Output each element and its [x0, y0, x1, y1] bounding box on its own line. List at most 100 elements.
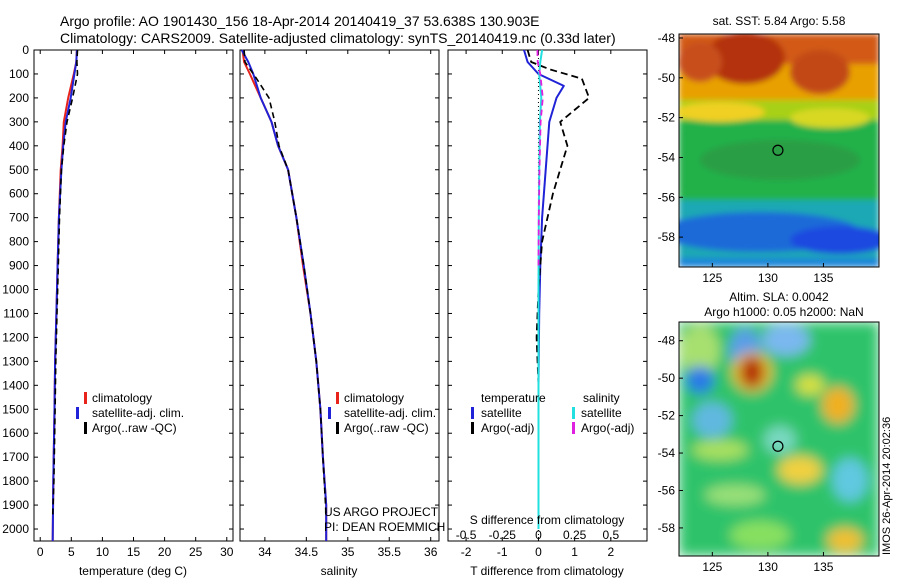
legend-swatch-s-argo	[572, 422, 575, 434]
lat-tick-label: -54	[658, 446, 676, 460]
depth-tick-label: 1000	[2, 283, 29, 297]
temperature-legend: climatology satellite-adj. clim. Argo(..…	[76, 391, 184, 435]
x-tick-label: 35.5	[378, 545, 402, 559]
argo-location-marker	[772, 440, 784, 452]
lat-tick-label: -52	[658, 409, 676, 423]
legend-swatch-t-argo	[471, 422, 474, 434]
series-line-argo-raw-qc-	[51, 49, 79, 518]
s-diff-tick-label: -0.5	[456, 528, 477, 542]
project-credit: US ARGO PROJECT	[324, 505, 439, 519]
x-tick-label: 2	[607, 545, 614, 559]
series-line-temperature-satellite	[523, 49, 565, 529]
x-tick-label: 1	[571, 545, 578, 559]
legend-title-salinity: salinity	[583, 391, 620, 405]
depth-tick-label: 100	[9, 67, 29, 81]
legend-swatch-climatology	[84, 392, 87, 404]
depth-tick-label: 1900	[2, 498, 29, 512]
lon-tick-label: 125	[702, 271, 722, 285]
header-line-1: Argo profile: AO 1901430_156 18-Apr-2014…	[60, 13, 540, 29]
lon-tick-label: 125	[702, 560, 722, 574]
sst-heatmap	[679, 34, 879, 267]
lat-tick-label: -50	[658, 371, 676, 385]
x-tick-label: 30	[220, 545, 234, 559]
legend-swatch-climatology	[336, 392, 339, 404]
x-tick-label: 20	[158, 545, 172, 559]
lat-tick-label: -48	[658, 334, 676, 348]
x-tick-label: -2	[461, 545, 472, 559]
depth-tick-label: 1300	[2, 354, 29, 368]
legend-label-argo: Argo(..raw -QC)	[344, 421, 429, 435]
sla-heatmap	[679, 322, 879, 556]
legend-swatch-t-satellite	[471, 407, 474, 419]
series-line-salinity-argo-adj-	[536, 49, 544, 266]
argo-location-marker	[772, 144, 784, 156]
legend-label-s-argo: Argo(-adj)	[581, 421, 634, 435]
lat-tick-label: -52	[658, 111, 676, 125]
depth-axis: 0 100 200 300 400 500 600 700 800 900 1000 1100 1200…	[2, 43, 38, 536]
x-tick-label: 25	[189, 545, 203, 559]
depth-tick-label: 200	[9, 91, 29, 105]
lat-tick-label: -48	[658, 31, 676, 45]
x-tick-label: 10	[96, 545, 110, 559]
x-tick-label: 15	[127, 545, 141, 559]
imos-timestamp: IMOS 26-Apr-2014 20:02:36	[881, 417, 893, 555]
series-line-temperature-argo-adj-	[526, 49, 590, 386]
x-tick-label: 34.5	[295, 545, 319, 559]
depth-tick-label: 1100	[3, 306, 29, 320]
sla-map-axes: 125 130 135 -48 -50 -52 -54 -56 -58	[658, 334, 834, 574]
legend-label-climatology: climatology	[344, 391, 404, 405]
legend-swatch-argo	[336, 422, 339, 434]
depth-tick-label: 800	[9, 235, 29, 249]
depth-tick-label: 1700	[2, 450, 29, 464]
legend-swatch-s-satellite	[572, 407, 575, 419]
series-line-satellite-adj-clim-	[240, 49, 328, 541]
temperature-panel: 0 5 10 15 20 25 30	[37, 49, 234, 559]
depth-tick-label: 1600	[2, 426, 29, 440]
sla-map-title: Altim. SLA: 0.0042	[729, 290, 829, 304]
series-line-satellite-adj-clim-	[51, 49, 78, 542]
depth-tick-label: 1400	[2, 378, 29, 392]
legend-label-satellite: satellite-adj. clim.	[344, 406, 436, 420]
legend-label-satellite: satellite-adj. clim.	[92, 406, 184, 420]
legend-swatch-satellite	[328, 407, 331, 419]
lat-tick-label: -56	[658, 483, 676, 497]
legend-swatch-satellite	[76, 407, 79, 419]
difference-legend: temperature salinity satellite Argo(-adj…	[471, 391, 634, 435]
depth-tick-label: 500	[9, 163, 29, 177]
salinity-axis-label: salinity	[321, 564, 358, 578]
depth-tick-label: 2000	[2, 522, 29, 536]
salinity-panel: 34 34.5 35 35.5 36	[240, 49, 439, 559]
x-tick-label: -1	[497, 545, 508, 559]
x-tick-label: 0	[37, 545, 44, 559]
lat-tick-label: -58	[658, 521, 676, 535]
sst-map-title: sat. SST: 5.84 Argo: 5.58	[713, 14, 846, 28]
series-line-climatology	[241, 49, 328, 541]
header-line-2: Climatology: CARS2009. Satellite-adjuste…	[60, 30, 616, 46]
sla-map-frame	[678, 321, 880, 557]
s-diff-tick-label: 0.25	[563, 528, 587, 542]
sla-map-subtitle: Argo h1000: 0.05 h2000: NaN	[704, 305, 863, 319]
legend-label-climatology: climatology	[92, 391, 152, 405]
legend-title-temperature: temperature	[481, 391, 546, 405]
legend-label-t-argo: Argo(-adj)	[481, 421, 534, 435]
s-diff-tick-label: 0.5	[602, 528, 619, 542]
s-diff-tick-label: -0.25	[489, 528, 517, 542]
x-tick-label: 34	[258, 545, 272, 559]
salinity-panel-frame	[239, 49, 440, 542]
lon-tick-label: 135	[813, 560, 833, 574]
lat-tick-label: -54	[658, 150, 676, 164]
s-difference-axis-label: S difference from climatology	[470, 513, 625, 527]
lat-tick-label: -50	[658, 71, 676, 85]
legend-label-argo: Argo(..raw -QC)	[92, 421, 177, 435]
legend-label-s-satellite: satellite	[581, 406, 622, 420]
lat-tick-label: -58	[658, 230, 676, 244]
depth-tick-label: 0	[22, 43, 29, 57]
depth-tick-label: 1800	[2, 474, 29, 488]
t-difference-axis-label: T difference from climatology	[470, 564, 624, 578]
depth-tick-label: 1500	[2, 402, 29, 416]
lat-tick-label: -56	[658, 190, 676, 204]
pi-credit: PI: DEAN ROEMMICH	[324, 520, 445, 534]
lon-tick-label: 130	[758, 271, 778, 285]
